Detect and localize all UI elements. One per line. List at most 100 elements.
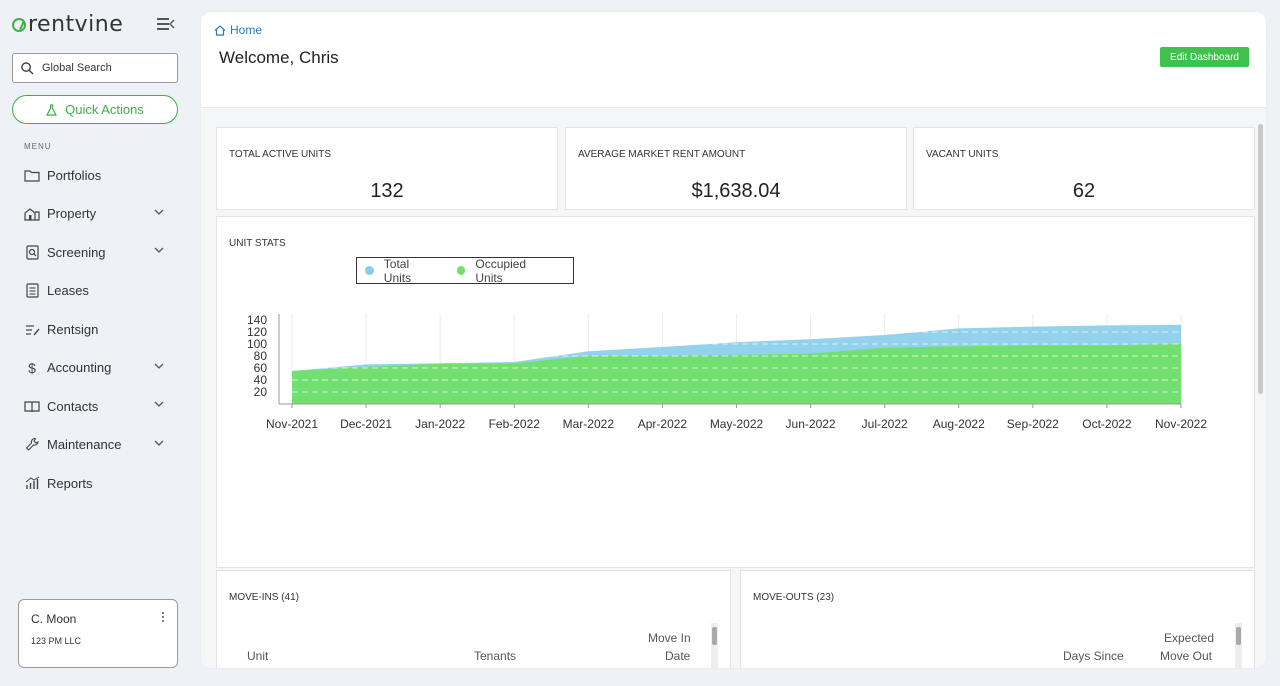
y-tick-label: 140: [247, 313, 267, 327]
y-tick-label: 60: [254, 361, 268, 375]
user-name: C. Moon: [31, 612, 77, 626]
y-tick-label: 40: [254, 373, 268, 387]
column-header-tenants[interactable]: Tenants: [474, 649, 517, 663]
x-tick-label: Jun-2022: [786, 417, 836, 431]
sidebar-item-label: Rentsign: [47, 321, 99, 337]
user-card[interactable]: C. Moon 123 PM LLC: [18, 599, 178, 668]
screening-icon: [24, 244, 40, 260]
unit-stats-title: UNIT STATS: [229, 238, 286, 249]
column-header-move-in[interactable]: Move In: [648, 631, 691, 645]
page-title: Welcome, Chris: [219, 48, 339, 67]
quick-actions-label: Quick Actions: [65, 102, 144, 117]
sidebar-item-label: Property: [47, 206, 97, 222]
x-tick-label: Feb-2022: [489, 417, 541, 431]
sidebar-item-portfolios[interactable]: Portfolios: [0, 156, 192, 195]
x-tick-label: Oct-2022: [1082, 417, 1132, 431]
sidebar-item-label: Leases: [47, 283, 89, 299]
main-scrollbar[interactable]: [1258, 124, 1263, 394]
stat-value: 62: [1072, 180, 1096, 202]
x-tick-label: Apr-2022: [638, 417, 688, 431]
x-tick-label: Nov-2022: [1155, 417, 1207, 431]
sidebar-item-label: Portfolios: [47, 167, 102, 183]
sidebar-item-screening[interactable]: Screening: [0, 233, 192, 272]
column-header-move-out[interactable]: Move Out: [1160, 649, 1213, 663]
sidebar-item-label: Maintenance: [47, 437, 122, 453]
breadcrumb[interactable]: Home: [214, 23, 262, 37]
column-header-expected[interactable]: Expected: [1164, 631, 1215, 645]
y-tick-label: 80: [254, 349, 268, 363]
area-occupied-units: [292, 344, 1181, 404]
kebab-menu-icon[interactable]: [161, 612, 165, 626]
sidebar-item-label: Contacts: [47, 398, 99, 414]
column-header-unit[interactable]: Unit: [247, 649, 269, 663]
x-tick-label: Aug-2022: [933, 417, 985, 431]
legend-swatch: [365, 266, 374, 275]
brand-logo[interactable]: rentvine: [12, 12, 123, 37]
move-ins-title: MOVE-INS (41): [229, 592, 300, 603]
y-tick-label: 120: [247, 325, 267, 339]
stat-card-vacant-units: VACANT UNITS 62: [913, 127, 1255, 210]
global-search[interactable]: [12, 53, 178, 83]
building-icon: [24, 206, 40, 222]
legend-item-total-units[interactable]: Total Units: [365, 257, 439, 285]
x-tick-label: Mar-2022: [563, 417, 615, 431]
wrench-icon: [24, 437, 40, 453]
stat-value: $1,638.04: [691, 180, 781, 202]
sidebar-item-label: Accounting: [47, 360, 112, 376]
nav-menu: Portfolios Property Screening Leases Ren…: [0, 156, 192, 503]
stat-label: TOTAL ACTIVE UNITS: [229, 149, 332, 160]
global-search-input[interactable]: [42, 62, 162, 74]
legend-label: Total Units: [383, 256, 412, 285]
collapse-sidebar-icon[interactable]: [157, 17, 175, 31]
menu-label: MENU: [24, 142, 52, 151]
x-tick-label: Jul-2022: [862, 417, 908, 431]
legend-item-occupied-units[interactable]: Occupied Units: [456, 256, 555, 285]
dollar-icon: $: [28, 359, 36, 376]
sidebar-item-contacts[interactable]: Contacts: [0, 387, 192, 426]
breadcrumb-home[interactable]: Home: [230, 23, 263, 37]
sidebar-item-leases[interactable]: Leases: [0, 272, 192, 311]
document-icon: [24, 283, 40, 299]
chevron-down-icon: [154, 209, 164, 215]
x-tick-label: Nov-2021: [266, 417, 318, 431]
sidebar-item-accounting[interactable]: $ Accounting: [0, 349, 192, 388]
move-outs-scrollbar[interactable]: [1235, 623, 1242, 668]
sidebar-item-reports[interactable]: Reports: [0, 464, 192, 503]
move-ins-card: MOVE-INS (41) Unit Tenants Move In Date: [216, 570, 731, 668]
unit-stats-card: UNIT STATS Total Units Occupied Units 20…: [216, 216, 1255, 568]
edit-dashboard-button[interactable]: Edit Dashboard: [1160, 47, 1249, 67]
stat-value: 132: [370, 180, 404, 202]
stat-card-total-active-units: TOTAL ACTIVE UNITS 132: [216, 127, 558, 210]
sign-icon: [24, 321, 40, 337]
x-tick-label: Jan-2022: [415, 417, 465, 431]
column-header-date[interactable]: Date: [665, 649, 691, 663]
sidebar-item-maintenance[interactable]: Maintenance: [0, 426, 192, 465]
legend-swatch: [456, 266, 466, 275]
rentvine-leaf-icon: [12, 17, 26, 32]
sidebar-item-label: Reports: [47, 475, 93, 491]
chevron-down-icon: [154, 247, 164, 253]
chevron-down-icon: [154, 401, 164, 407]
move-outs-title: MOVE-OUTS (23): [753, 592, 835, 603]
search-icon: [21, 61, 34, 75]
header-divider: [201, 107, 1266, 108]
user-org: 123 PM LLC: [31, 636, 82, 646]
x-tick-label: Dec-2021: [340, 417, 392, 431]
contacts-book-icon: [24, 398, 40, 414]
dashboard-content: TOTAL ACTIVE UNITS 132 AVERAGE MARKET RE…: [201, 108, 1266, 668]
stat-card-average-market-rent: AVERAGE MARKET RENT AMOUNT $1,638.04: [565, 127, 907, 210]
flask-icon: [46, 103, 58, 116]
move-ins-scrollbar[interactable]: [711, 623, 718, 668]
chart-legend: Total Units Occupied Units: [356, 256, 574, 285]
sidebar-item-label: Screening: [47, 244, 106, 260]
legend-label: Occupied Units: [475, 256, 527, 285]
folder-icon: [24, 167, 40, 183]
y-tick-label: 100: [247, 337, 267, 351]
sidebar-item-rentsign[interactable]: Rentsign: [0, 310, 192, 349]
sidebar-item-property[interactable]: Property: [0, 195, 192, 234]
brand-name: rentvine: [28, 12, 124, 37]
column-header-days-since[interactable]: Days Since: [1063, 649, 1124, 663]
quick-actions-button[interactable]: Quick Actions: [12, 95, 178, 124]
home-icon: [214, 24, 226, 36]
